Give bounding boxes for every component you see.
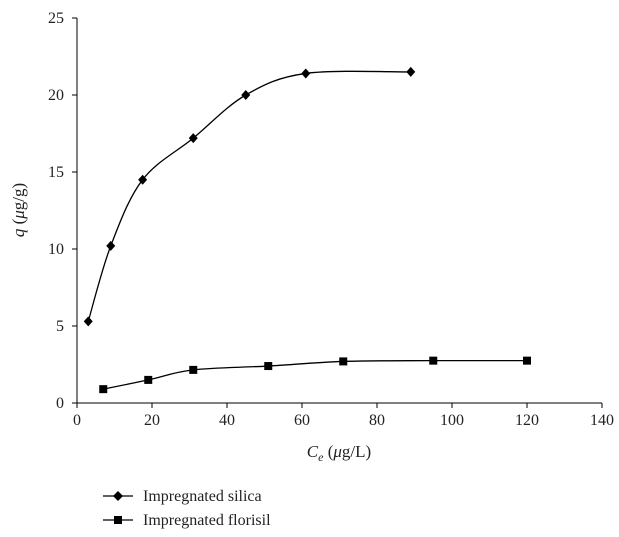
- x-tick-label: 60: [294, 412, 310, 429]
- series-markers: [83, 66, 531, 394]
- legend-label-florisil: Impregnated florisil: [143, 512, 271, 529]
- data-point-square: [523, 356, 531, 365]
- data-point-diamond: [138, 174, 148, 185]
- data-point-square: [144, 375, 153, 384]
- data-point-diamond: [83, 316, 93, 327]
- data-point-square: [339, 357, 348, 366]
- data-point-square: [189, 365, 198, 374]
- y-tick-label: 10: [48, 241, 64, 258]
- legend-label-silica: Impregnated silica: [143, 488, 262, 505]
- legend-marker-square-icon: [114, 516, 122, 524]
- data-point-diamond: [301, 68, 311, 79]
- data-point-diamond: [188, 133, 198, 144]
- legend: Impregnated silica Impregnated florisil: [103, 488, 271, 529]
- data-point-diamond: [241, 90, 251, 100]
- y-tick-label: 0: [56, 395, 64, 412]
- x-tick-label: 0: [73, 412, 81, 429]
- y-tick-label: 5: [56, 318, 64, 335]
- data-point-square: [429, 356, 438, 365]
- tick-marks: [72, 17, 603, 408]
- series-line-0: [87, 70, 411, 322]
- x-tick-label: 120: [515, 412, 539, 429]
- data-point-square: [99, 385, 108, 394]
- x-tick-label: 140: [590, 412, 614, 429]
- data-point-diamond: [106, 240, 116, 251]
- legend-item-silica: Impregnated silica: [103, 488, 262, 505]
- tick-labels: 0 20 40 60 80 100 120 140 0 5 10 15 20 25: [48, 10, 614, 429]
- data-point-square: [264, 362, 273, 371]
- legend-item-florisil: Impregnated florisil: [103, 512, 271, 529]
- x-axis-title: Ce (μg/L): [307, 442, 371, 464]
- y-tick-label: 20: [48, 87, 64, 104]
- y-tick-label: 25: [48, 10, 64, 27]
- axes: [76, 18, 602, 404]
- legend-marker-diamond-icon: [113, 491, 123, 501]
- series-line-1: [103, 359, 528, 390]
- data-point-diamond: [406, 66, 416, 77]
- y-axis-title: q (μg/g): [9, 183, 28, 237]
- x-tick-label: 80: [369, 412, 385, 429]
- x-tick-label: 100: [440, 412, 464, 429]
- y-tick-label: 15: [48, 164, 64, 181]
- series-curves: [87, 70, 528, 390]
- x-tick-label: 20: [144, 412, 160, 429]
- x-tick-label: 40: [219, 412, 235, 429]
